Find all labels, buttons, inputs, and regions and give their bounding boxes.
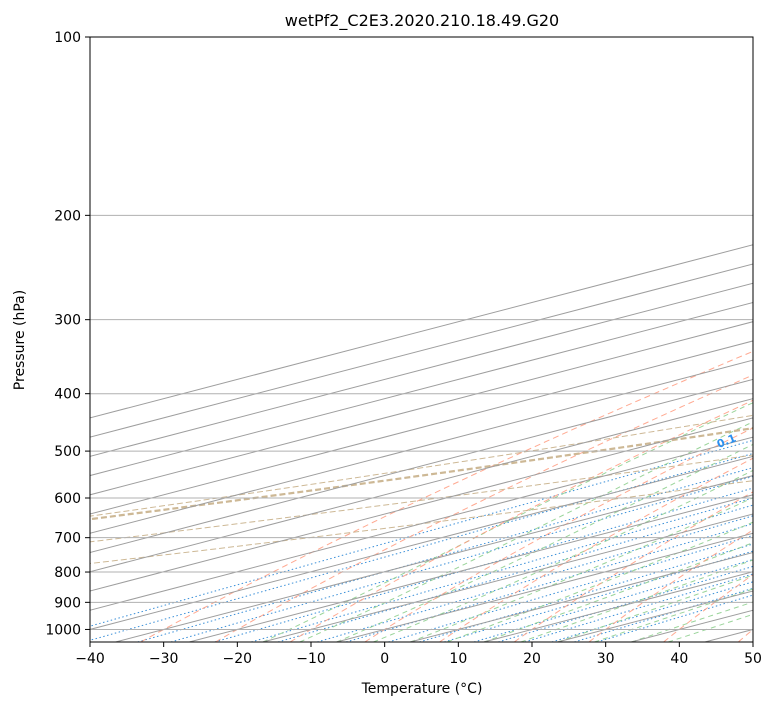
- x-axis: −40 −30 −20 −10 0 10 20 30 40 50: [75, 642, 762, 667]
- x-tick-label: −20: [223, 651, 253, 667]
- x-tick-label: −30: [149, 651, 179, 667]
- y-tick-label: 200: [54, 208, 81, 224]
- y-tick-label: 700: [54, 531, 81, 547]
- curved-reference-line: [90, 427, 753, 521]
- x-tick-label: 20: [523, 651, 541, 667]
- isotherm-line: [90, 321, 753, 496]
- dry-adiabat-line: [289, 399, 753, 642]
- x-tick-label: −40: [75, 651, 105, 667]
- mixing-ratio-line: [317, 515, 753, 642]
- moist-adiabat-line: [299, 421, 753, 642]
- isotherm-line: [262, 513, 753, 642]
- x-axis-label: Temperature (°C): [361, 681, 483, 697]
- mixing-ratio-line: [137, 467, 753, 642]
- isotherm-line: [90, 417, 753, 592]
- y-tick-label: 800: [54, 565, 81, 581]
- x-tick-label: −10: [296, 651, 326, 667]
- y-tick-label: 900: [54, 595, 81, 611]
- y-axis-label: Pressure (hPa): [12, 290, 28, 390]
- curved-reference-line: [90, 454, 753, 543]
- x-tick-label: 50: [744, 651, 762, 667]
- pressure-gridlines: [90, 37, 753, 630]
- isotherm-line: [336, 532, 753, 642]
- isotherm-line: [90, 455, 753, 630]
- y-tick-label: 300: [54, 313, 81, 329]
- isotherm-line: [90, 263, 753, 438]
- dry-adiabat-line: [215, 374, 753, 642]
- plot-frame: [89, 36, 754, 643]
- isotherm-line: [90, 282, 753, 457]
- y-tick-label: 1000: [45, 622, 81, 638]
- y-tick-label: 400: [54, 387, 81, 403]
- moist-adiabat-line: [446, 521, 753, 642]
- moist-adiabat-line: [520, 559, 753, 642]
- dry-adiabat-line: [140, 350, 753, 642]
- isotherm-line: [115, 475, 753, 642]
- isotherm-line: [90, 378, 753, 554]
- moist-adiabat-line: [557, 574, 753, 642]
- x-tick-label: 30: [597, 651, 615, 667]
- isotherm-line: [90, 301, 753, 477]
- isotherm-line: [90, 398, 753, 573]
- y-axis: 100 200 300 400 500 600 700 800 900 1000: [45, 30, 90, 638]
- mixing-ratio-line: [251, 497, 753, 642]
- chart-title: wetPf2_C2E3.2020.210.18.49.G20: [285, 11, 559, 31]
- isotherm-line: [189, 494, 753, 642]
- dry-adiabat-line: [513, 491, 753, 642]
- y-tick-label: 600: [54, 491, 81, 507]
- x-tick-label: 0: [380, 651, 389, 667]
- y-tick-label: 100: [54, 30, 81, 46]
- dry-adiabat-line: [439, 457, 753, 642]
- moist-adiabat-line: [336, 443, 753, 642]
- x-tick-label: 40: [670, 651, 688, 667]
- isotherm-line: [90, 436, 753, 611]
- curved-reference-line: [90, 414, 753, 517]
- mixing-ratio-line: [90, 452, 753, 641]
- curved-reference-line: [90, 480, 753, 565]
- background-lines: [90, 244, 753, 642]
- isotherm-line: [90, 244, 753, 419]
- y-tick-label: 500: [54, 444, 81, 460]
- moist-adiabat-line: [373, 469, 753, 642]
- x-tick-label: 10: [449, 651, 467, 667]
